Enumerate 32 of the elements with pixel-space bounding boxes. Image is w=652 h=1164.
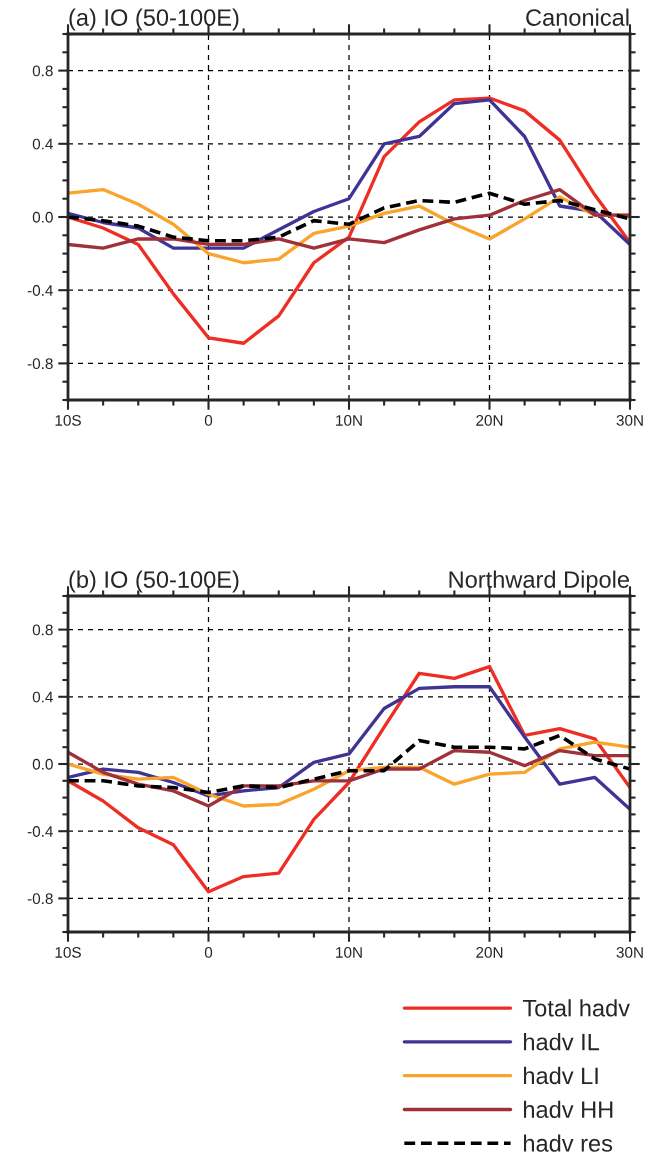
x-tick-label: 0 [204, 946, 213, 958]
line-series [68, 187, 630, 250]
y-tick-label: 0.0 [32, 211, 53, 223]
x-tick-label: 0 [204, 414, 213, 426]
legend-label: hadv IL [524, 1033, 600, 1051]
y-tick-label: 0.8 [32, 624, 53, 636]
y-tick-label: 0.4 [32, 691, 53, 703]
y-tick-label: -0.4 [27, 826, 53, 837]
y-tick-label: 0.8 [32, 65, 53, 77]
legend-label: hadv res [524, 1134, 613, 1152]
y-tick-label: 0.4 [32, 138, 53, 150]
x-tick-label: 10S [55, 414, 81, 426]
x-tick-label: 10S [55, 946, 81, 958]
chart-subtitle: Northward Dipole [449, 570, 629, 593]
x-tick-label: 10N [336, 414, 362, 426]
chart-title: (a) IO (50-100E) [69, 8, 239, 31]
line-series [68, 664, 630, 894]
x-tick-label: 20N [476, 946, 503, 958]
x-tick-label: 20N [476, 414, 503, 426]
x-tick-label: 30N [616, 946, 643, 958]
y-tick-label: -0.4 [27, 285, 53, 296]
x-tick-label: 30N [616, 414, 643, 426]
legend-label: hadv LI [524, 1066, 598, 1085]
chart-title: (b) IO (50-100E) [69, 570, 239, 593]
chart-subtitle: Canonical [526, 8, 629, 26]
line-series [68, 96, 630, 345]
y-tick-label: -0.8 [27, 358, 53, 370]
y-tick-label: 0.0 [32, 758, 53, 770]
y-tick-label: -0.8 [27, 893, 53, 905]
legend-label: hadv HH [524, 1100, 613, 1118]
x-tick-label: 10N [336, 946, 362, 958]
legend-label: Total hadv [522, 999, 630, 1017]
